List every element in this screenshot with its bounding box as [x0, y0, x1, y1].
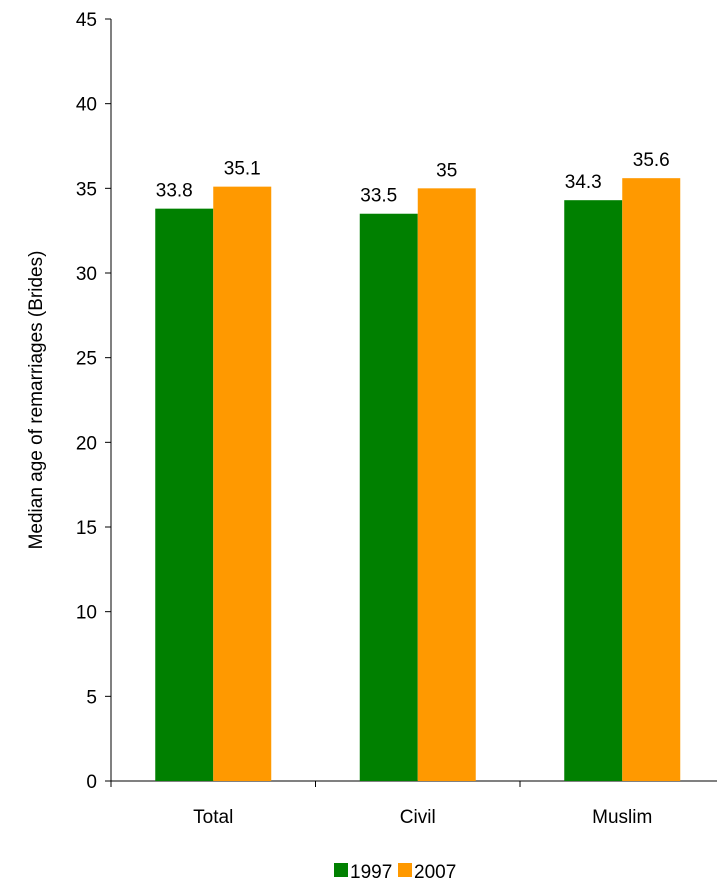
- data-label: 35: [436, 160, 457, 181]
- legend-swatch-1997: [334, 863, 348, 877]
- legend-label: 1997: [350, 862, 392, 883]
- x-axis: Total Civil Muslim: [110, 780, 717, 828]
- data-label: 35.1: [224, 159, 261, 180]
- y-axis: 0 5 10 15 20 25 30 35 40 45: [76, 10, 112, 793]
- data-labels: 33.8 35.1 33.5 35 34.3 35.6: [156, 150, 670, 207]
- bar-2007-muslim: [622, 178, 681, 781]
- y-tick-label: 0: [86, 772, 97, 793]
- legend: 1997 2007: [334, 862, 456, 883]
- bar-2007-civil: [417, 188, 476, 782]
- x-tick-label: Muslim: [592, 807, 652, 828]
- y-axis-title: Median age of remarriages (Brides): [26, 251, 47, 550]
- bar-2007-total: [213, 186, 272, 781]
- y-tick-label: 30: [76, 264, 97, 285]
- legend-label: 2007: [414, 862, 456, 883]
- legend-swatch-2007: [398, 863, 412, 877]
- y-tick-label: 5: [86, 687, 97, 708]
- y-tick-label: 25: [76, 349, 97, 370]
- y-tick-label: 10: [76, 603, 97, 624]
- y-tick-label: 15: [76, 518, 97, 539]
- data-label: 33.5: [360, 186, 397, 207]
- y-tick-label: 45: [76, 10, 97, 31]
- bar-1997-total: [155, 208, 214, 782]
- bars: [155, 178, 681, 782]
- data-label: 35.6: [633, 150, 670, 171]
- bar-1997-civil: [359, 213, 418, 781]
- data-label: 34.3: [565, 172, 602, 193]
- x-tick-label: Civil: [400, 807, 436, 828]
- y-tick-label: 35: [76, 179, 97, 200]
- y-tick-label: 20: [76, 433, 97, 454]
- y-tick-label: 40: [76, 95, 97, 116]
- data-label: 33.8: [156, 181, 193, 202]
- bar-1997-muslim: [564, 200, 623, 782]
- x-tick-label: Total: [193, 807, 233, 828]
